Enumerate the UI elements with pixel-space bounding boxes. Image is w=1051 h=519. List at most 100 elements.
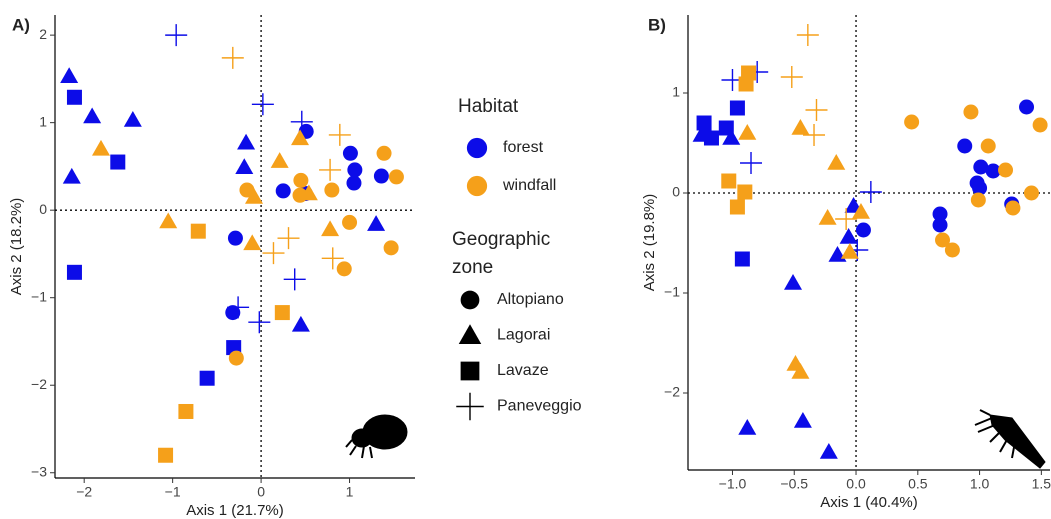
point xyxy=(290,110,313,133)
point xyxy=(703,130,719,146)
point xyxy=(737,184,753,200)
point xyxy=(1023,185,1039,201)
point xyxy=(729,100,745,116)
point xyxy=(277,227,300,250)
y-tick-label: −2 xyxy=(31,376,47,392)
legend-title: Geographic xyxy=(452,229,550,250)
point xyxy=(791,363,810,379)
legend-label: Paneveggio xyxy=(497,398,582,415)
point xyxy=(383,240,399,256)
point xyxy=(721,173,737,189)
point xyxy=(972,180,988,196)
point xyxy=(718,120,734,136)
point xyxy=(722,129,741,145)
point xyxy=(123,111,142,127)
point xyxy=(367,215,386,231)
point xyxy=(66,89,82,105)
legend-label: forest xyxy=(503,139,544,156)
legend-swatch xyxy=(460,290,480,310)
x-tick-label: 0 xyxy=(257,484,265,500)
point xyxy=(227,230,243,246)
point xyxy=(283,268,306,291)
point xyxy=(347,162,363,178)
legend-swatch xyxy=(458,324,482,344)
point xyxy=(851,203,870,219)
point xyxy=(274,305,290,321)
x-tick-label: 0.5 xyxy=(908,476,928,492)
point xyxy=(225,305,241,321)
point xyxy=(805,99,828,121)
y-tick-label: 1 xyxy=(672,84,680,100)
x-tick-label: −2 xyxy=(76,484,92,500)
x-tick-label: −1.0 xyxy=(719,476,747,492)
point xyxy=(60,67,79,84)
point xyxy=(91,139,110,156)
point xyxy=(957,138,973,154)
point xyxy=(819,443,838,459)
point xyxy=(165,24,188,47)
x-tick-label: 1.5 xyxy=(1032,476,1051,492)
point xyxy=(275,183,291,199)
point xyxy=(321,220,340,237)
point xyxy=(83,107,102,124)
panel-label: A) xyxy=(12,15,30,34)
point xyxy=(859,181,882,203)
point xyxy=(190,223,206,239)
legend-title: Habitat xyxy=(458,96,519,117)
point xyxy=(239,182,255,198)
point xyxy=(973,159,989,175)
x-axis-title: Axis 1 (40.4%) xyxy=(820,494,918,511)
point xyxy=(199,370,215,386)
point xyxy=(738,419,757,435)
point xyxy=(159,212,178,229)
point xyxy=(835,208,858,230)
beetle-icon xyxy=(345,414,408,459)
point xyxy=(336,261,352,277)
x-tick-label: −0.5 xyxy=(780,476,808,492)
point xyxy=(342,214,358,230)
point xyxy=(270,152,289,168)
point xyxy=(319,158,342,181)
point xyxy=(328,123,351,146)
point xyxy=(376,145,392,161)
point xyxy=(980,138,996,154)
y-axis-title: Axis 2 (19.8%) xyxy=(641,194,658,292)
point xyxy=(237,133,256,150)
point xyxy=(734,251,750,267)
point xyxy=(251,93,274,116)
point xyxy=(780,66,803,88)
point xyxy=(729,199,745,215)
point xyxy=(248,311,271,334)
point xyxy=(944,242,960,258)
point xyxy=(299,184,318,201)
x-tick-label: 0.0 xyxy=(846,476,866,492)
y-tick-label: −1 xyxy=(31,288,47,304)
point xyxy=(840,243,859,259)
point xyxy=(291,315,310,332)
point xyxy=(221,46,244,69)
point xyxy=(110,154,126,170)
point xyxy=(904,114,920,130)
point xyxy=(293,172,309,188)
point xyxy=(1019,99,1035,115)
legend-label: Lagorai xyxy=(497,327,550,344)
point xyxy=(235,158,254,175)
point xyxy=(324,182,340,198)
y-tick-label: −3 xyxy=(31,463,47,479)
point xyxy=(245,188,264,204)
legend-label: windfall xyxy=(502,177,556,194)
panel-label: B) xyxy=(648,15,666,34)
point xyxy=(932,217,948,233)
point xyxy=(696,115,712,131)
point xyxy=(932,206,948,222)
point xyxy=(62,167,81,184)
point xyxy=(827,154,846,170)
y-tick-label: 1 xyxy=(39,113,47,129)
legend-swatch xyxy=(466,137,488,159)
y-tick-label: 2 xyxy=(39,26,47,42)
springtail-icon xyxy=(974,409,1046,469)
point xyxy=(262,242,285,265)
legend-label: Altopiano xyxy=(497,291,564,308)
legend-swatch xyxy=(456,392,484,421)
